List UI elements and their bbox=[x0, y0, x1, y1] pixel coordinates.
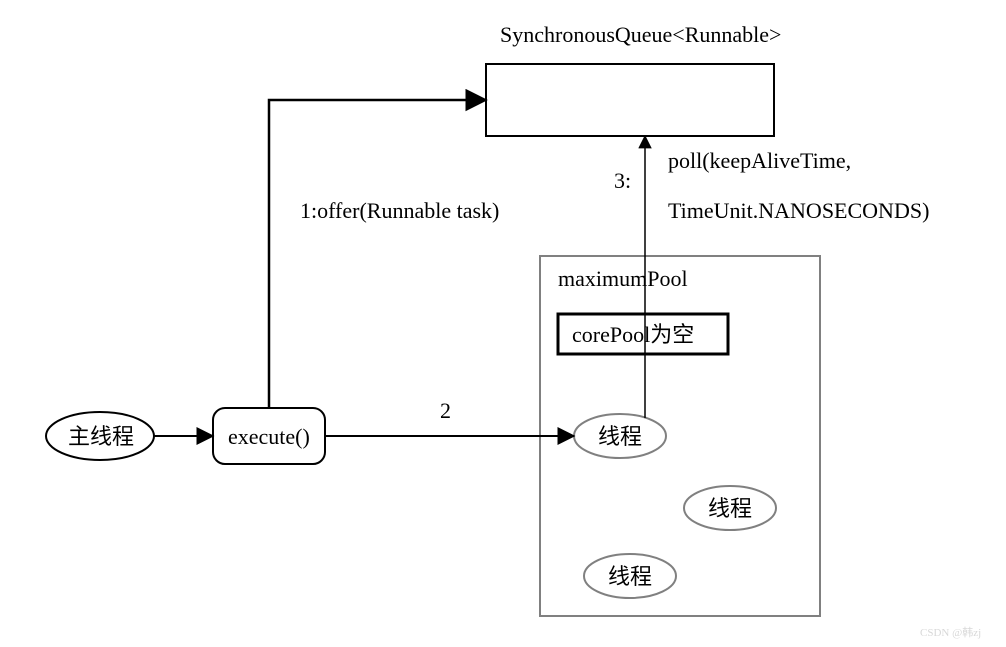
edge-execute-to-queue bbox=[269, 100, 486, 408]
thread-label-2: 线程 bbox=[708, 496, 752, 521]
maximum-pool-box bbox=[540, 256, 820, 616]
edge-2-label: 2 bbox=[440, 398, 451, 423]
edge-3-num: 3: bbox=[614, 168, 631, 193]
synchronous-queue-box bbox=[486, 64, 774, 136]
queue-title: SynchronousQueue<Runnable> bbox=[500, 22, 781, 47]
watermark: CSDN @韩zj bbox=[920, 625, 981, 639]
main-thread-label: 主线程 bbox=[68, 424, 134, 449]
edge-3-label-line2: TimeUnit.NANOSECONDS) bbox=[668, 198, 929, 223]
thread-label-1: 线程 bbox=[598, 424, 642, 449]
core-pool-label: corePool为空 bbox=[572, 322, 694, 347]
execute-label: execute() bbox=[228, 424, 310, 449]
maximum-pool-label: maximumPool bbox=[558, 266, 688, 291]
edge-1-label: 1:offer(Runnable task) bbox=[300, 198, 499, 223]
thread-label-3: 线程 bbox=[608, 564, 652, 589]
edge-3-label-line1: poll(keepAliveTime, bbox=[668, 148, 851, 173]
